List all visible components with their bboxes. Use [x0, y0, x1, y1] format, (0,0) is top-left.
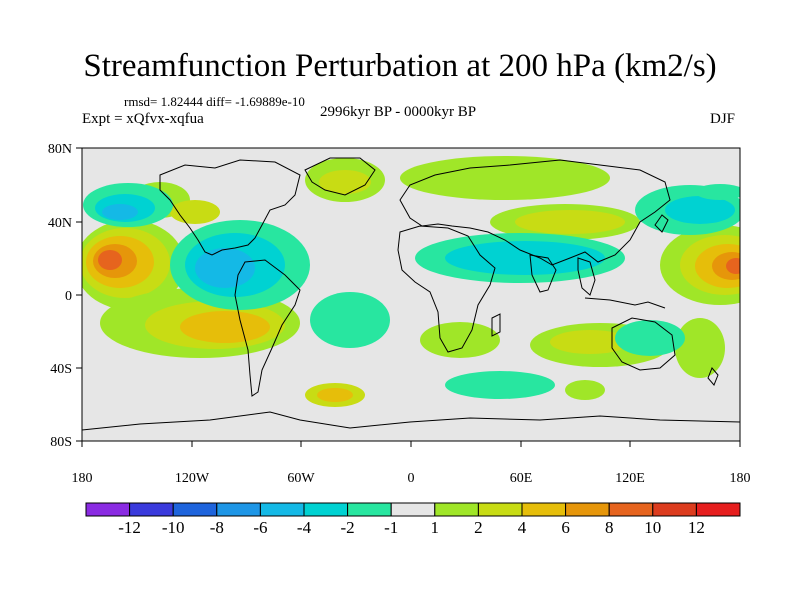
- lon-label-120w: 120W: [175, 471, 210, 486]
- colorbar-swatch: [477, 502, 523, 517]
- colorbar-label: -10: [162, 518, 185, 537]
- lat-label-80n: 80N: [48, 142, 72, 157]
- colorbar-label: 12: [688, 518, 705, 537]
- coastlines: [82, 157, 740, 431]
- lon-label-60e: 60E: [510, 471, 533, 486]
- colorbar-swatch: [347, 502, 392, 517]
- lat-label-40s: 40S: [50, 362, 72, 377]
- colorbar-swatch: [259, 502, 305, 517]
- colorbar-swatch: [521, 502, 567, 517]
- colorbar-label: 6: [561, 518, 570, 537]
- negative-anomalies: [83, 183, 740, 399]
- colorbar-swatch: [565, 502, 610, 517]
- lon-label-120e: 120E: [615, 471, 645, 486]
- colorbar-label: 2: [474, 518, 483, 537]
- colorbar-swatch: [434, 502, 479, 517]
- page-title: Streamfunction Perturbation at 200 hPa (…: [83, 48, 717, 84]
- lat-label-0: 0: [65, 289, 72, 304]
- colorbar-label: 8: [605, 518, 614, 537]
- colorbar-swatch: [608, 502, 654, 517]
- colorbar-swatch: [129, 502, 174, 517]
- colorbar-swatch: [85, 502, 131, 517]
- colorbar-swatch: [216, 502, 261, 517]
- colorbar-label: 1: [431, 518, 440, 537]
- lon-label-60w: 60W: [287, 471, 315, 486]
- lon-label-0: 0: [408, 471, 415, 486]
- colorbar-label: -2: [341, 518, 355, 537]
- colorbar-label: -12: [118, 518, 141, 537]
- stats-text: rmsd= 1.82444 diff= -1.69889e-10: [124, 94, 305, 109]
- lat-label-40n: 40N: [48, 216, 72, 231]
- colorbar-label: -1: [384, 518, 398, 537]
- lat-label-80s: 80S: [50, 435, 72, 450]
- lon-label-180w: 180: [72, 471, 93, 486]
- colorbar-label: -6: [253, 518, 267, 537]
- colorbar-swatch: [695, 502, 741, 517]
- colorbar-swatch: [390, 502, 436, 517]
- colorbar-label: 10: [644, 518, 661, 537]
- period-label: 2996kyr BP - 0000kyr BP: [320, 104, 477, 120]
- colorbar-label: -4: [297, 518, 312, 537]
- colorbar-label: -8: [210, 518, 224, 537]
- lon-label-180e: 180: [730, 471, 751, 486]
- colorbar-label: 4: [518, 518, 527, 537]
- experiment-label: Expt = xQfvx-xqfua: [82, 111, 204, 127]
- colorbar: -12 -10 -8 -6 -4 -2 -1 1 2 4 6 8 10 12: [85, 502, 741, 537]
- colorbar-swatch: [652, 502, 697, 517]
- contour-fields: [82, 156, 740, 407]
- colorbar-swatch: [172, 502, 218, 517]
- season-label: DJF: [710, 111, 736, 127]
- colorbar-swatch: [303, 502, 349, 517]
